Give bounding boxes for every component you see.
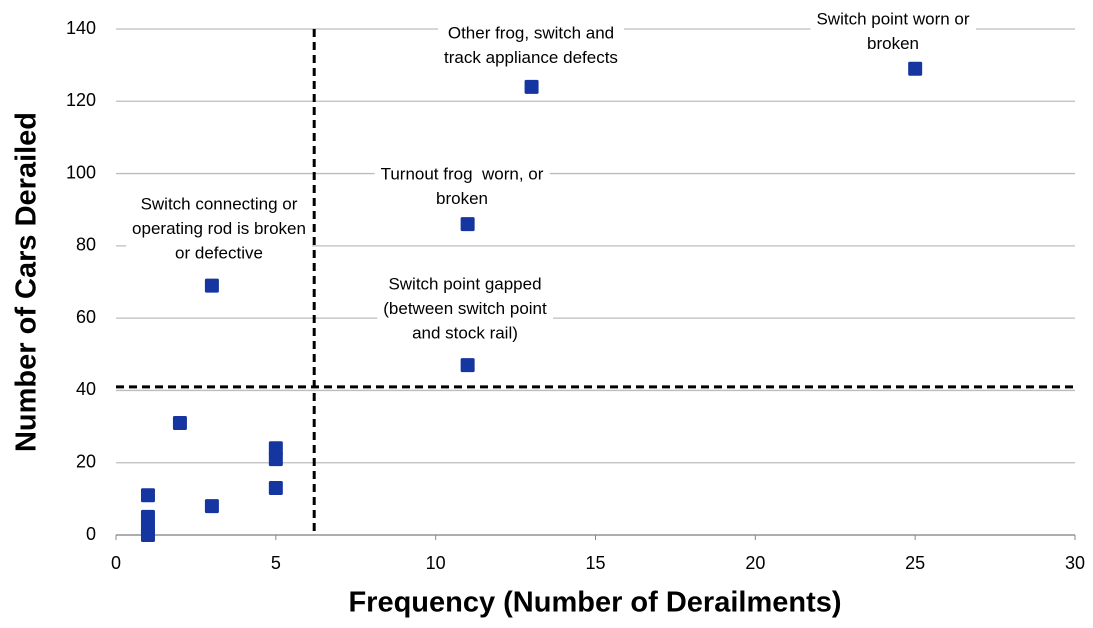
annotation-background: [438, 21, 624, 69]
x-tick-label: 25: [905, 553, 925, 573]
annotation-line: broken: [436, 189, 488, 208]
annotation: Switch point worn or broken: [810, 7, 976, 55]
annotation-line: Other frog, switch and: [448, 23, 614, 42]
annotation-background: [374, 162, 550, 210]
annotation-line: and stock rail): [412, 323, 518, 342]
x-tick-label: 5: [271, 553, 281, 573]
annotation-line: track appliance defects: [444, 48, 618, 67]
annotation-background: [810, 7, 976, 55]
y-tick-label: 120: [66, 90, 96, 110]
annotation-line: Switch point gapped: [388, 274, 541, 293]
annotation-line: Turnout frog worn, or: [381, 164, 544, 183]
x-tick-label: 30: [1065, 553, 1085, 573]
point: [172, 415, 187, 430]
point: [140, 509, 155, 524]
x-tick-label: 20: [745, 553, 765, 573]
point: [204, 499, 219, 514]
annotation-background: [126, 192, 312, 265]
y-tick-label: 100: [66, 162, 96, 182]
annotation-line: or defective: [175, 243, 263, 262]
point: [460, 358, 475, 373]
annotation-line: broken: [867, 34, 919, 53]
y-tick-label: 20: [76, 451, 96, 471]
point: [268, 481, 283, 496]
point: [908, 61, 923, 76]
x-tick-label: 0: [111, 553, 121, 573]
y-tick-label: 40: [76, 379, 96, 399]
annotation: Switch connecting or operating rod is bro…: [126, 192, 312, 265]
y-tick-label: 80: [76, 235, 96, 255]
point: [524, 79, 539, 94]
x-tick-label: 15: [585, 553, 605, 573]
annotation: Other frog, switch and track appliance de…: [438, 21, 624, 69]
annotation-background: [377, 272, 554, 345]
annotation-line: operating rod is broken: [132, 219, 306, 238]
y-tick-label: 60: [76, 307, 96, 327]
annotation-line: Switch connecting or: [141, 194, 298, 213]
x-tick-label: 10: [426, 553, 446, 573]
x-axis-title: Frequency (Number of Derailments): [348, 587, 841, 619]
y-axis-title: Number of Cars Derailed: [11, 112, 43, 452]
annotation-line: Switch point worn or: [816, 9, 969, 28]
point: [460, 217, 475, 232]
point: [268, 452, 283, 467]
point: [140, 528, 155, 542]
point: [140, 488, 155, 503]
point: [268, 441, 283, 456]
annotation: Switch point gapped (between switch point…: [377, 272, 554, 345]
y-tick-label: 0: [86, 524, 96, 544]
y-tick-label: 140: [66, 18, 96, 38]
point: [204, 278, 219, 293]
annotation: Turnout frog worn, or broken: [374, 162, 550, 210]
annotation-line: (between switch point: [383, 299, 547, 318]
